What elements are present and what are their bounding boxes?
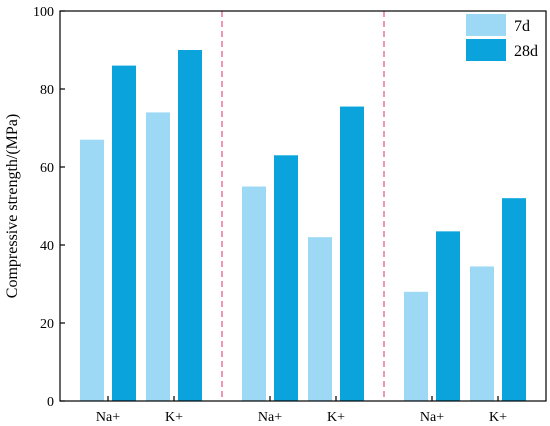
y-tick-label: 60 xyxy=(40,161,54,176)
bar-28d-naplus xyxy=(274,155,298,401)
x-axis: Na+ K+ Na+ K+ Na+ K+ xyxy=(96,396,507,425)
bar-7d-naplus xyxy=(242,186,266,401)
y-tick-label: 100 xyxy=(33,5,54,20)
x-tick-label: K+ xyxy=(165,410,183,425)
x-tick-label: Na+ xyxy=(420,410,444,425)
bar-7d-naplus xyxy=(80,139,104,401)
x-tick-label: K+ xyxy=(327,410,345,425)
bar-series xyxy=(80,50,526,402)
legend-label-7d: 7d xyxy=(514,18,530,35)
y-tick-label: 0 xyxy=(47,395,54,410)
y-axis-title: Compressive strength/(MPa) xyxy=(4,114,21,298)
plot-frame xyxy=(59,10,547,402)
x-tick-label: Na+ xyxy=(96,410,120,425)
y-tick-label: 40 xyxy=(40,239,54,254)
x-tick-label: K+ xyxy=(489,410,507,425)
bar-7d-naplus xyxy=(404,291,428,401)
bar-28d-kplus xyxy=(178,50,202,401)
bar-7d-kplus xyxy=(308,237,332,401)
bar-28d-kplus xyxy=(340,106,364,402)
bar-7d-kplus xyxy=(470,266,494,401)
legend-swatch-7d xyxy=(466,14,506,36)
legend-swatch-28d xyxy=(466,39,506,61)
y-tick-label: 20 xyxy=(40,317,54,332)
bar-7d-kplus xyxy=(146,112,170,402)
bar-28d-naplus xyxy=(112,65,136,401)
bar-28d-kplus xyxy=(502,198,526,401)
y-axis: 0 20 40 60 80 100 xyxy=(33,5,65,410)
x-tick-label: Na+ xyxy=(258,410,282,425)
legend-label-28d: 28d xyxy=(514,43,538,60)
y-tick-label: 80 xyxy=(40,83,54,98)
bar-28d-naplus xyxy=(436,231,460,401)
group-separators xyxy=(221,11,385,401)
